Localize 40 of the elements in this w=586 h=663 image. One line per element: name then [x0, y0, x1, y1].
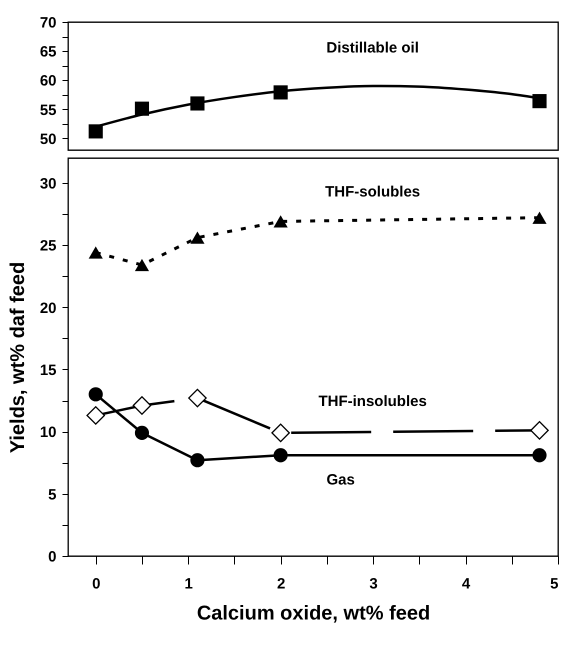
point: [188, 388, 207, 408]
text: Distillable oil: [326, 39, 419, 56]
point: [532, 212, 547, 224]
series-label: Gas: [326, 471, 355, 488]
x-tick-label: 0: [92, 576, 100, 592]
point: [532, 448, 547, 462]
point: [132, 396, 152, 415]
y-tick-label: 0: [48, 548, 56, 566]
point: [274, 215, 288, 228]
point: [134, 258, 150, 272]
x-axis-title: Calcium oxide, wt% feed: [196, 602, 430, 624]
x-tick-label: 1: [184, 576, 193, 592]
point: [190, 453, 205, 468]
point: [134, 426, 150, 440]
x-tick-label: 5: [550, 576, 558, 592]
point: [271, 424, 290, 442]
x-tick-label: 4: [462, 576, 471, 592]
y-tick-label: 50: [40, 130, 56, 148]
point: [190, 231, 205, 244]
y-tick-label: 5: [48, 486, 56, 504]
y-axis-title: Yields, wt% daf feed: [6, 262, 29, 454]
y-tick-label: 20: [40, 300, 56, 317]
series-label: THF-insolubles: [318, 392, 427, 410]
y-tick-label: 25: [40, 238, 56, 255]
y-tick-label: 60: [40, 72, 56, 90]
point: [88, 387, 103, 402]
x-tick-label: 3: [369, 576, 378, 592]
point: [86, 406, 106, 425]
y-tick-label: 55: [40, 102, 56, 119]
y-tick-label: 70: [40, 14, 56, 32]
y-tick-label: 15: [40, 362, 56, 379]
y-tick-label: 30: [40, 175, 56, 192]
point: [274, 448, 288, 462]
point: [88, 246, 103, 259]
y-tick-label: 65: [40, 44, 56, 61]
point: [88, 124, 103, 138]
x-tick-label: 2: [276, 576, 286, 592]
point: [530, 421, 549, 440]
series-label: THF-solubles: [325, 183, 420, 200]
y-tick-label: 10: [40, 424, 56, 442]
